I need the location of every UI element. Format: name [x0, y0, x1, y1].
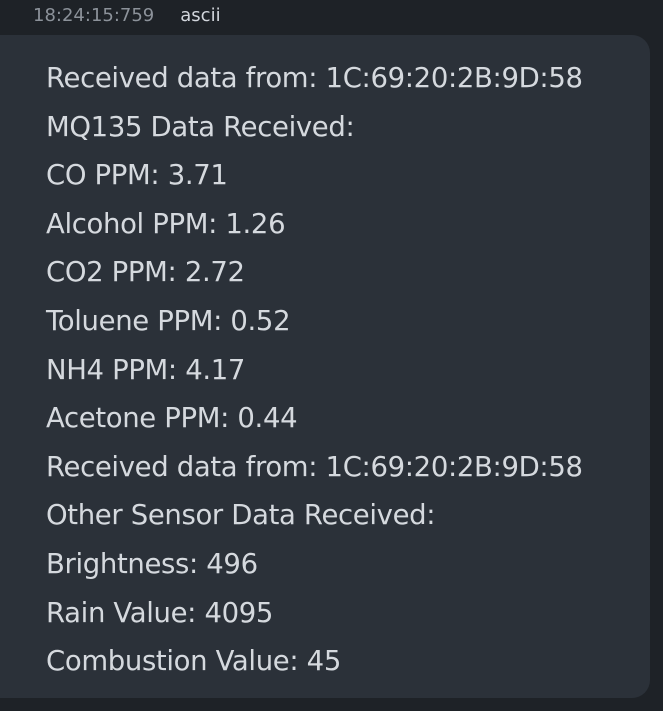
message-line: Received data from: 1C:69:20:2B:9D:58 [46, 62, 583, 94]
message-format-label: ascii [180, 5, 221, 26]
message-line: Alcohol PPM: 1.26 [46, 207, 286, 240]
message-line: Received data from: 1C:69:20:2B:9D:58 [46, 450, 583, 483]
message-line: Combustion Value: 45 [46, 645, 341, 678]
message-line: MQ135 Data Received: [46, 110, 355, 143]
message-line: CO PPM: 3.71 [46, 159, 228, 192]
message-line: Rain Value: 4095 [46, 596, 274, 629]
message-line: CO2 PPM: 2.72 [46, 256, 245, 289]
message-line: Brightness: 496 [46, 547, 258, 580]
message-line: Toluene PPM: 0.52 [46, 304, 291, 337]
message-bubble[interactable] [0, 35, 650, 698]
message-timestamp: 18:24:15:759 [33, 5, 155, 26]
message-body: Received data from: 1C:69:20:2B:9D:58 MQ… [46, 54, 583, 686]
message-line: Acetone PPM: 0.44 [46, 402, 298, 435]
message-line: NH4 PPM: 4.17 [46, 353, 246, 386]
message-header: 18:24:15:759 ascii [33, 5, 221, 31]
message-line: Other Sensor Data Received: [46, 499, 436, 532]
